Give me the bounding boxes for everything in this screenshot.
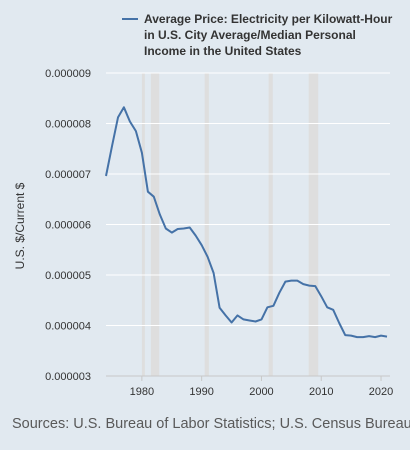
y-tick-label-2: 0.000005 [45, 270, 91, 282]
y-tick-label-0: 0.000003 [45, 371, 91, 383]
y-tick-label-3: 0.000006 [45, 220, 91, 232]
x-axis-ticks: 1980 1990 2000 2010 2020 [130, 376, 393, 398]
x-tick-label-2: 2000 [249, 386, 273, 398]
source-note: Sources: U.S. Bureau of Labor Statistics… [12, 416, 410, 432]
legend-line-2: in U.S. City Average/Median Personal [144, 28, 356, 42]
x-tick-label-4: 2020 [369, 386, 393, 398]
legend-line-3: Income in the United States [144, 44, 302, 58]
y-tick-label-1: 0.000004 [45, 321, 91, 333]
x-tick-label-0: 1980 [130, 386, 154, 398]
y-tick-label-4: 0.000007 [45, 169, 91, 181]
legend[interactable]: Average Price: Electricity per Kilowatt-… [122, 12, 393, 58]
legend-line-1: Average Price: Electricity per Kilowatt-… [144, 12, 393, 26]
y-axis-ticks: 0.000003 0.000004 0.000005 0.000006 0.000007… [45, 68, 91, 383]
y-tick-label-6: 0.000009 [45, 68, 91, 80]
y-axis-title: U.S. $/Current $ [13, 182, 27, 269]
x-tick-label-1: 1990 [189, 386, 213, 398]
series-layer [105, 106, 388, 339]
chart-svg: 0.000003 0.000004 0.000005 0.000006 0.000007… [13, 12, 393, 398]
gridlines [106, 72, 390, 377]
x-tick-label-3: 2010 [309, 386, 333, 398]
y-tick-label-5: 0.000008 [45, 119, 91, 131]
series-line-0[interactable] [105, 106, 388, 339]
